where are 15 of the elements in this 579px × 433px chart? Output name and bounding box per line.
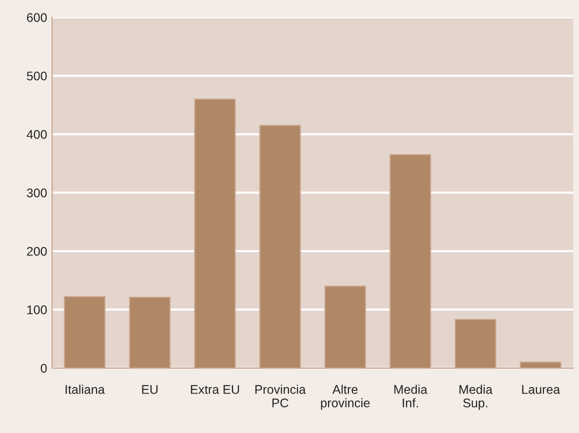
x-tick-label: Media Inf. [394,384,428,408]
x-tick-label: Extra EU [190,385,239,394]
x-tick-label: Laurea [522,385,560,394]
y-tick-label: 100 [27,305,47,314]
y-tick-label: 300 [26,188,47,198]
x-tick-label: Altre provincie [321,384,370,410]
y-tick-label: 0 [40,364,47,373]
x-tick-label: Provincia PC [255,384,306,408]
x-tick-label: Italiana [66,384,105,394]
y-tick-label: 400 [26,130,47,139]
y-tick-label: 600 [27,13,47,22]
y-tick-label: 500 [26,72,47,80]
y-tick-label: 200 [27,246,47,256]
x-tick-label: EU [142,385,158,394]
x-tick-label: Media Sup. [460,384,493,410]
